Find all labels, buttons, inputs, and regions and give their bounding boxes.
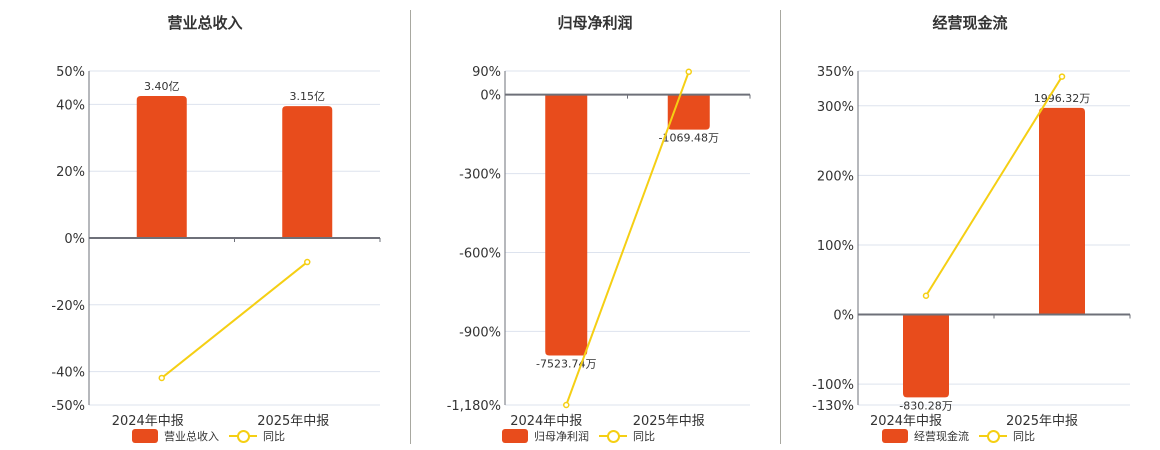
yoy-line	[565, 71, 690, 406]
x-category-label: 2024年中报	[510, 414, 582, 429]
chart-canvas: 90% 0% -300% -600% -900% -1,180% -7523.74万 -106…	[447, 65, 751, 429]
y-tick-label: -300%	[459, 168, 501, 183]
yoy-point-marker[interactable]	[304, 258, 311, 266]
legend-line-marker-icon[interactable]	[979, 429, 1007, 443]
panel-divider	[410, 10, 411, 444]
y-tick-label: 0%	[64, 232, 85, 247]
y-tick-label: -100%	[812, 378, 854, 393]
bar[interactable]	[136, 96, 187, 238]
y-tick-label: 100%	[817, 239, 854, 254]
bar-value-label: -7523.74万	[536, 358, 596, 371]
bar[interactable]	[903, 314, 949, 398]
chart-legend: 归母净利润 同比	[502, 428, 655, 444]
y-tick-label: -600%	[459, 246, 501, 261]
chart-title: 营业总收入	[167, 14, 243, 32]
y-tick-label: 40%	[56, 98, 85, 113]
chart-legend: 经营现金流 同比	[882, 428, 1035, 444]
y-tick-label: -40%	[51, 366, 85, 381]
legend-bar-label[interactable]: 营业总收入	[164, 430, 219, 443]
bar[interactable]	[282, 106, 333, 238]
y-tick-label: -130%	[812, 399, 854, 414]
y-tick-label: 300%	[817, 100, 854, 115]
y-tick-label: 0%	[833, 309, 854, 324]
x-category-label: 2024年中报	[870, 414, 942, 429]
legend-line-marker-icon[interactable]	[229, 429, 257, 443]
yoy-point-marker[interactable]	[158, 374, 165, 382]
x-category-label: 2025年中报	[257, 414, 329, 429]
x-category-label: 2025年中报	[1006, 414, 1078, 429]
legend-line-label[interactable]: 同比	[633, 430, 655, 443]
x-category-label: 2024年中报	[112, 414, 184, 429]
yoy-point-marker[interactable]	[922, 292, 930, 300]
y-tick-label: -900%	[459, 325, 501, 340]
y-tick-label: 90%	[472, 65, 501, 80]
chart-title: 经营现金流	[932, 14, 1008, 32]
bar[interactable]	[545, 94, 588, 356]
y-tick-label: 0%	[480, 89, 501, 104]
y-tick-label: 350%	[817, 65, 854, 80]
legend-line-marker-icon[interactable]	[599, 429, 627, 443]
bar[interactable]	[667, 94, 710, 130]
yoy-line	[161, 261, 308, 379]
yoy-point-marker[interactable]	[563, 401, 570, 409]
panel-divider	[780, 10, 781, 444]
legend-bar-swatch-icon[interactable]	[132, 429, 158, 443]
bar-value-label: -830.28万	[899, 399, 952, 412]
yoy-point-marker[interactable]	[685, 68, 692, 76]
yoy-line	[925, 76, 1063, 297]
y-tick-label: -1,180%	[447, 399, 501, 414]
legend-line-label[interactable]: 同比	[1013, 430, 1035, 443]
legend-bar-swatch-icon[interactable]	[882, 429, 908, 443]
bar-value-label: 3.40亿	[144, 80, 180, 93]
y-tick-label: 200%	[817, 169, 854, 184]
legend-bar-label[interactable]: 归母净利润	[534, 430, 589, 443]
y-tick-label: 20%	[56, 165, 85, 180]
chart-panel-net-profit: 归母净利润 90% 0% -300% -600% -900% -1,180% -7523.7…	[447, 14, 751, 444]
chart-legend: 营业总收入 同比	[132, 428, 285, 444]
chart-title: 归母净利润	[557, 14, 633, 32]
bar-value-label: 1996.32万	[1034, 92, 1091, 105]
y-tick-label: -50%	[51, 399, 85, 414]
bar-value-label: 3.15亿	[290, 90, 326, 103]
legend-line-label[interactable]: 同比	[263, 430, 285, 443]
legend-bar-swatch-icon[interactable]	[502, 429, 528, 443]
chart-panel-revenue: 营业总收入 50% 40% 20% 0% -20% -40% -50% 3.40亿 3.15亿 2…	[0, 0, 410, 450]
bar-value-label: -1069.48万	[659, 132, 719, 145]
y-tick-label: 50%	[56, 65, 85, 80]
x-category-label: 2025年中报	[633, 414, 705, 429]
yoy-point-marker[interactable]	[1058, 73, 1066, 80]
legend-bar-label[interactable]: 经营现金流	[914, 430, 969, 443]
chart-canvas: 50% 40% 20% 0% -20% -40% -50% 3.40亿 3.15亿 2024年中报…	[51, 65, 381, 429]
bar[interactable]	[1039, 107, 1085, 315]
y-tick-label: -20%	[51, 299, 85, 314]
